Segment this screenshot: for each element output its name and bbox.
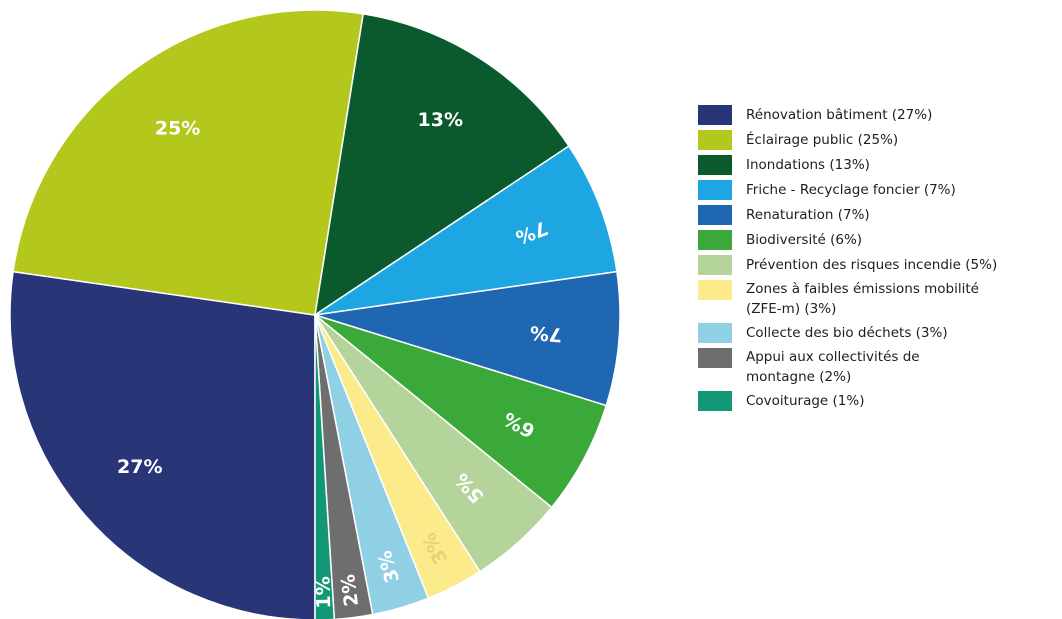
legend-label-line: Appui aux collectivités de [746,349,920,365]
pie-slice-inondations [313,12,570,317]
legend-swatch [698,180,732,200]
legend-label-line: montagne (2%) [746,369,852,385]
legend-swatch [698,255,732,275]
legend-label: Inondations (13%) [746,154,870,176]
slice-data-label-eclairage-public: 25% [155,117,200,139]
pie-slice-friche-recyclage-foncier [314,145,618,316]
legend-item-prevention-des-risques-incendie: Prévention des risques incendie (5%) [698,254,1060,276]
legend-label-line: Éclairage public (25%) [746,132,899,148]
legend-item-eclairage-public: Éclairage public (25%) [698,129,1060,151]
legend-swatch [698,391,732,411]
legend-label: Rénovation bâtiment (27%) [746,104,932,126]
legend-swatch [698,348,732,368]
legend-label: Covoiturage (1%) [746,390,864,412]
legend-swatch [698,205,732,225]
legend-label-line: Zones à faibles émissions mobilité [746,281,979,297]
legend-label-line: Rénovation bâtiment (27%) [746,107,933,123]
legend-label-line: Prévention des risques incendie (5%) [746,257,998,273]
pie-slice-renovation-batiment [9,270,316,619]
slice-data-label-renaturation: 7% [529,321,563,345]
legend-label-line: Collecte des bio déchets (3%) [746,325,948,341]
legend-item-friche-recyclage-foncier: Friche - Recyclage foncier (7%) [698,179,1060,201]
pie-slice-renaturation [314,270,621,407]
legend-label: Renaturation (7%) [746,204,870,226]
legend: Rénovation bâtiment (27%) Éclairage publi… [698,104,1060,415]
slice-data-label-inondations: 13% [418,109,463,131]
legend-item-inondations: Inondations (13%) [698,154,1060,176]
pie-slice-eclairage-public [12,9,365,316]
legend-label: Zones à faibles émissions mobilité (ZFE-m… [746,279,979,319]
legend-item-appui-aux-collectivites-de-montagne: Appui aux collectivités de montagne (2%) [698,347,1060,387]
legend-label-line: (ZFE-m) (3%) [746,301,837,317]
legend-label-line: Inondations (13%) [746,157,870,173]
slice-data-label-renovation-batiment: 27% [117,456,162,478]
legend-label: Éclairage public (25%) [746,129,898,151]
slice-data-label-covoiturage: 1% [312,576,335,609]
slice-data-label-appui-aux-collectivites-de-montagne: 2% [337,573,363,608]
pie-slice-covoiturage [314,314,336,619]
legend-item-covoiturage: Covoiturage (1%) [698,390,1060,412]
pie-chart: 27%25% 13%7%7%6%5%3%3%2%1% [9,9,621,619]
legend-label: Collecte des bio déchets (3%) [746,322,948,344]
legend-label-line: Covoiturage (1%) [746,393,865,409]
legend-label: Friche - Recyclage foncier (7%) [746,179,956,201]
legend-item-renaturation: Renaturation (7%) [698,204,1060,226]
legend-item-zones-a-faibles-emissions-mobilite: Zones à faibles émissions mobilité (ZFE-m… [698,279,1060,319]
legend-item-renovation-batiment: Rénovation bâtiment (27%) [698,104,1060,126]
legend-swatch [698,280,732,300]
legend-swatch [698,155,732,175]
legend-label-line: Renaturation (7%) [746,207,870,223]
legend-label: Biodiversité (6%) [746,229,862,251]
legend-swatch [698,130,732,150]
legend-swatch [698,230,732,250]
legend-label-line: Biodiversité (6%) [746,232,863,248]
legend-swatch [698,323,732,343]
legend-label: Appui aux collectivités de montagne (2%) [746,347,920,387]
legend-item-biodiversite: Biodiversité (6%) [698,229,1060,251]
legend-label-line: Friche - Recyclage foncier (7%) [746,182,956,198]
legend-label: Prévention des risques incendie (5%) [746,254,997,276]
pie-slice-appui-aux-collectivites-de-montagne [314,314,374,619]
legend-item-collecte-des-bio-dechets: Collecte des bio déchets (3%) [698,322,1060,344]
legend-swatch [698,105,732,125]
